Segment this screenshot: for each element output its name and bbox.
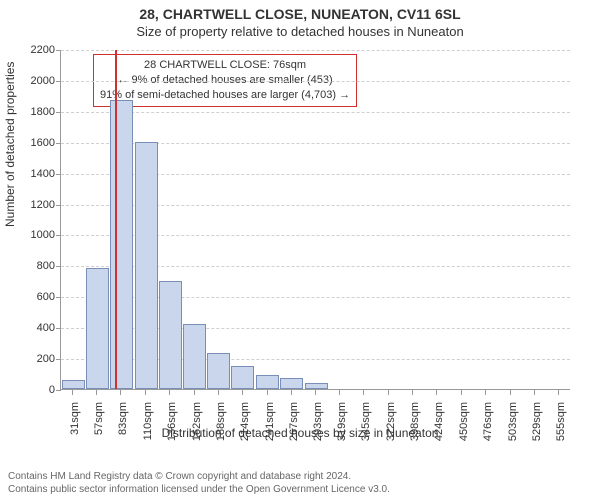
gridline xyxy=(61,81,570,82)
x-tick-mark xyxy=(436,390,437,395)
y-tick-mark xyxy=(56,328,61,329)
y-tick-mark xyxy=(56,112,61,113)
y-tick-label: 1800 xyxy=(15,106,55,118)
y-tick-label: 0 xyxy=(15,384,55,396)
gridline xyxy=(61,50,570,51)
y-tick-mark xyxy=(56,205,61,206)
histogram-bar xyxy=(62,380,85,389)
y-tick-label: 800 xyxy=(15,260,55,272)
y-tick-mark xyxy=(56,359,61,360)
x-tick-mark xyxy=(72,390,73,395)
y-tick-label: 1000 xyxy=(15,229,55,241)
x-tick-mark xyxy=(145,390,146,395)
histogram-bar xyxy=(183,324,206,389)
y-tick-label: 600 xyxy=(15,291,55,303)
gridline xyxy=(61,112,570,113)
plot-area: 28 CHARTWELL CLOSE: 76sqm← 9% of detache… xyxy=(60,50,570,390)
x-tick-mark xyxy=(291,390,292,395)
attribution-line-2: Contains public sector information licen… xyxy=(8,483,592,496)
y-tick-label: 1600 xyxy=(15,137,55,149)
x-tick-mark xyxy=(412,390,413,395)
histogram-bar xyxy=(280,378,303,389)
x-tick-mark xyxy=(510,390,511,395)
histogram-bar xyxy=(135,142,158,389)
info-box-line: 91% of semi-detached houses are larger (… xyxy=(100,88,350,103)
x-tick-mark xyxy=(461,390,462,395)
x-tick-mark xyxy=(315,390,316,395)
x-tick-mark xyxy=(339,390,340,395)
y-tick-label: 2000 xyxy=(15,75,55,87)
x-tick-mark xyxy=(534,390,535,395)
chart-container: Number of detached properties 28 CHARTWE… xyxy=(0,44,600,444)
y-tick-mark xyxy=(56,390,61,391)
x-tick-mark xyxy=(194,390,195,395)
histogram-bar xyxy=(305,383,328,389)
y-tick-mark xyxy=(56,297,61,298)
x-tick-mark xyxy=(242,390,243,395)
attribution-text: Contains HM Land Registry data © Crown c… xyxy=(8,470,592,496)
x-tick-mark xyxy=(120,390,121,395)
y-tick-mark xyxy=(56,174,61,175)
histogram-bar xyxy=(159,281,182,389)
histogram-bar xyxy=(231,366,254,389)
chart-title: 28, CHARTWELL CLOSE, NUNEATON, CV11 6SL xyxy=(0,0,600,22)
x-tick-mark xyxy=(485,390,486,395)
attribution-line-1: Contains HM Land Registry data © Crown c… xyxy=(8,470,592,483)
marker-line xyxy=(115,50,117,389)
x-tick-mark xyxy=(218,390,219,395)
x-tick-mark xyxy=(363,390,364,395)
x-tick-mark xyxy=(388,390,389,395)
histogram-bar xyxy=(207,353,230,389)
x-tick-mark xyxy=(96,390,97,395)
histogram-bar xyxy=(256,375,279,389)
y-tick-label: 1200 xyxy=(15,199,55,211)
histogram-bar xyxy=(110,100,133,389)
y-tick-label: 2200 xyxy=(15,44,55,56)
x-tick-mark xyxy=(169,390,170,395)
y-tick-mark xyxy=(56,266,61,267)
y-tick-mark xyxy=(56,143,61,144)
y-tick-mark xyxy=(56,235,61,236)
chart-subtitle: Size of property relative to detached ho… xyxy=(0,22,600,43)
y-tick-mark xyxy=(56,50,61,51)
x-tick-mark xyxy=(558,390,559,395)
histogram-bar xyxy=(86,268,109,389)
info-box-line: 28 CHARTWELL CLOSE: 76sqm xyxy=(100,58,350,73)
x-axis-label: Distribution of detached houses by size … xyxy=(0,426,600,440)
y-tick-label: 400 xyxy=(15,322,55,334)
y-tick-label: 1400 xyxy=(15,168,55,180)
x-tick-mark xyxy=(267,390,268,395)
y-tick-label: 200 xyxy=(15,353,55,365)
y-tick-mark xyxy=(56,81,61,82)
